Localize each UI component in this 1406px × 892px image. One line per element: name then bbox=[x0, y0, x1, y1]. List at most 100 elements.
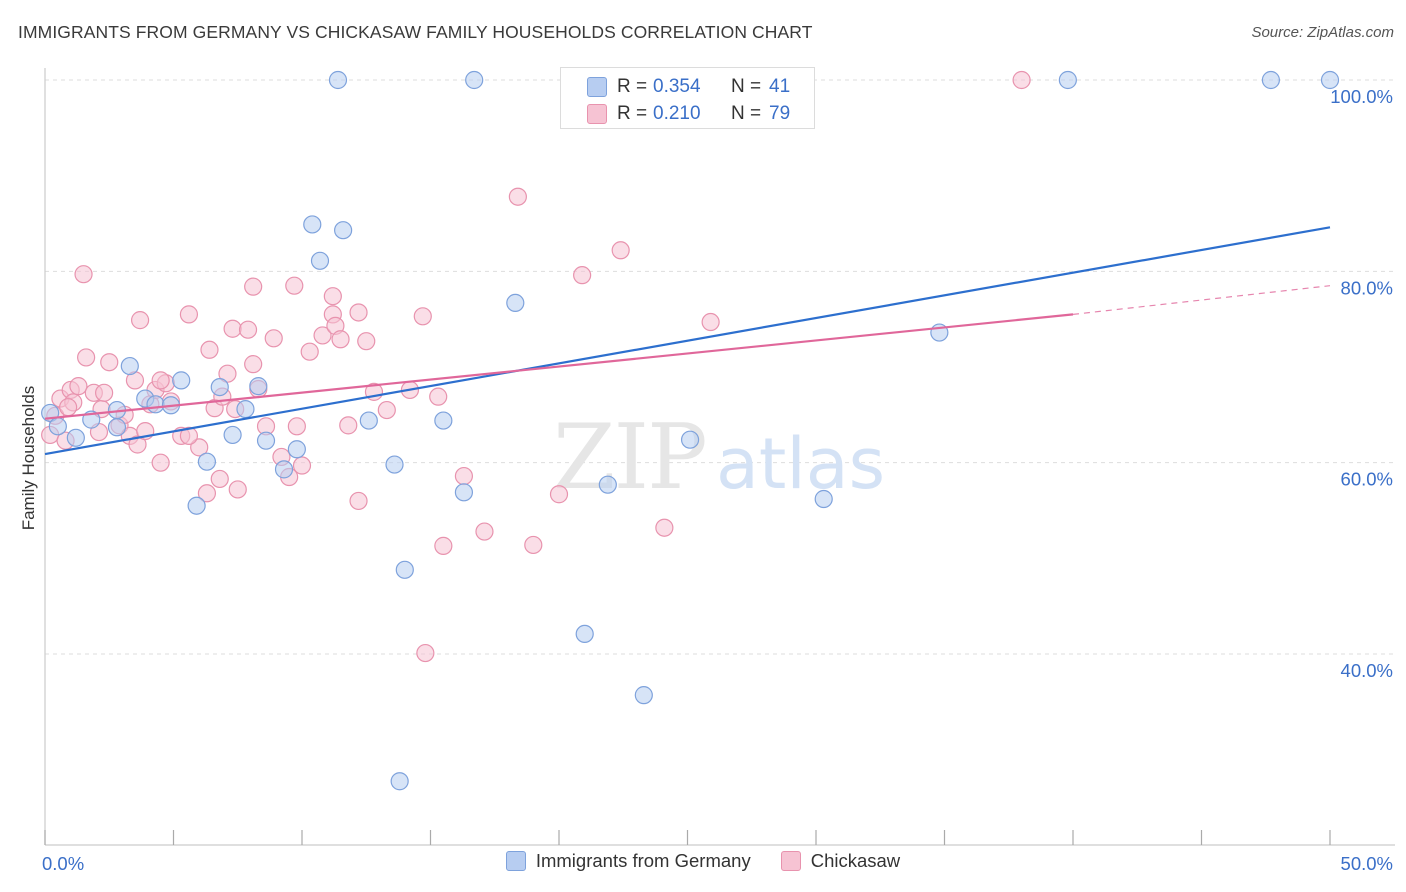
y-tick-label: 40.0% bbox=[1341, 660, 1393, 681]
chickasaw-point bbox=[300, 342, 319, 361]
chickasaw-point bbox=[210, 469, 229, 489]
germany-point bbox=[598, 475, 617, 494]
chickasaw-point bbox=[323, 287, 342, 306]
germany-point bbox=[1320, 70, 1340, 90]
chickasaw-point bbox=[377, 400, 396, 420]
chickasaw-point bbox=[434, 536, 453, 555]
chickasaw-point bbox=[244, 355, 263, 374]
germany-point bbox=[814, 489, 833, 509]
germany-point bbox=[274, 460, 294, 479]
chickasaw-point bbox=[77, 348, 96, 367]
n-value: 41 bbox=[769, 76, 791, 97]
germany-point bbox=[187, 496, 206, 515]
chickasaw-point bbox=[508, 187, 527, 206]
chickasaw-point bbox=[264, 329, 283, 348]
chickasaw-swatch bbox=[587, 104, 607, 124]
germany-point bbox=[385, 455, 404, 474]
chickasaw-point bbox=[611, 241, 630, 260]
chickasaw-point bbox=[1012, 70, 1031, 90]
r-label: R = bbox=[617, 103, 648, 124]
germany-swatch bbox=[587, 77, 607, 97]
germany-point bbox=[390, 772, 409, 791]
chickasaw-point bbox=[287, 417, 306, 436]
chickasaw-point bbox=[228, 480, 247, 499]
germany-point bbox=[236, 399, 255, 419]
chickasaw-point bbox=[701, 312, 720, 332]
germany-point bbox=[197, 452, 217, 471]
chickasaw-point bbox=[200, 340, 219, 359]
n-label: N = bbox=[731, 76, 762, 97]
germany-trendline bbox=[44, 226, 1331, 456]
y-tick-label: 80.0% bbox=[1341, 277, 1393, 298]
n-value: 79 bbox=[769, 103, 791, 124]
chickasaw-point bbox=[416, 643, 435, 663]
series-legend: Immigrants from Germany Chickasaw bbox=[0, 850, 1406, 872]
germany-point bbox=[680, 430, 700, 449]
chickasaw-point bbox=[292, 456, 312, 475]
germany-point bbox=[575, 624, 594, 644]
germany-point bbox=[359, 411, 378, 430]
germany-point bbox=[303, 215, 322, 234]
chickasaw-point bbox=[655, 518, 674, 537]
chickasaw-point bbox=[74, 265, 93, 284]
germany-point bbox=[328, 70, 348, 90]
axes bbox=[44, 68, 1395, 846]
trendlines bbox=[44, 226, 1331, 456]
chickasaw-point bbox=[223, 319, 242, 338]
chickasaw-point bbox=[429, 387, 448, 406]
germany-point bbox=[107, 418, 127, 437]
germany-point bbox=[120, 356, 139, 376]
germany-point bbox=[334, 221, 353, 240]
chickasaw-point bbox=[179, 426, 199, 445]
chickasaw-point bbox=[69, 377, 88, 396]
germany-point bbox=[223, 425, 242, 445]
chickasaw-point bbox=[339, 416, 358, 435]
y-tick-label: 60.0% bbox=[1341, 469, 1393, 490]
chickasaw-point bbox=[313, 326, 332, 345]
germany-point bbox=[287, 440, 306, 459]
tick-labels: 100.0% 80.0% 60.0% 40.0% 0.0% 50.0% bbox=[42, 86, 1393, 874]
chickasaw-point bbox=[59, 398, 78, 417]
chickasaw-points bbox=[41, 70, 1031, 663]
germany-swatch bbox=[505, 851, 526, 871]
germany-point bbox=[210, 377, 229, 397]
germany-point bbox=[48, 417, 67, 436]
chickasaw-point bbox=[244, 277, 263, 296]
chickasaw-point bbox=[151, 453, 170, 472]
chickasaw-point bbox=[218, 364, 237, 383]
y-axis-label: Family Households bbox=[19, 386, 38, 531]
chickasaw-point bbox=[100, 353, 119, 372]
chickasaw-point bbox=[95, 383, 114, 402]
source-credit: Source: ZipAtlas.com bbox=[1251, 24, 1394, 41]
germany-point bbox=[66, 428, 85, 447]
r-label: R = bbox=[617, 76, 648, 97]
germany-point bbox=[434, 411, 453, 430]
germany-point bbox=[506, 293, 525, 313]
watermark-atlas: atlas bbox=[716, 423, 885, 505]
chickasaw-point bbox=[524, 535, 543, 555]
legend-label-germany: Immigrants from Germany bbox=[535, 850, 751, 871]
chickasaw-point bbox=[179, 305, 199, 324]
germany-point bbox=[310, 251, 330, 270]
germany-point bbox=[465, 70, 484, 90]
chickasaw-point bbox=[331, 330, 350, 349]
chickasaw-point bbox=[413, 307, 432, 326]
germany-point bbox=[395, 560, 414, 579]
legend-item-chickasaw[interactable]: Chickasaw bbox=[780, 850, 901, 872]
x-tick-label: 0.0% bbox=[42, 853, 84, 874]
germany-point bbox=[256, 431, 276, 450]
y-tick-label: 100.0% bbox=[1330, 86, 1393, 107]
legend-label-chickasaw: Chickasaw bbox=[810, 850, 901, 871]
chickasaw-point bbox=[549, 485, 569, 504]
germany-point bbox=[1058, 70, 1077, 90]
germany-point bbox=[249, 377, 268, 396]
chickasaw-point bbox=[197, 484, 217, 503]
r-value: 0.210 bbox=[653, 103, 701, 124]
germany-point bbox=[1261, 70, 1280, 90]
chickasaw-point bbox=[128, 435, 147, 454]
watermark-zip: ZIP bbox=[553, 405, 706, 510]
r-value: 0.354 bbox=[653, 76, 701, 97]
chickasaw-point bbox=[357, 332, 376, 351]
legend-item-germany[interactable]: Immigrants from Germany bbox=[505, 850, 751, 872]
chickasaw-trendline bbox=[44, 313, 1074, 420]
